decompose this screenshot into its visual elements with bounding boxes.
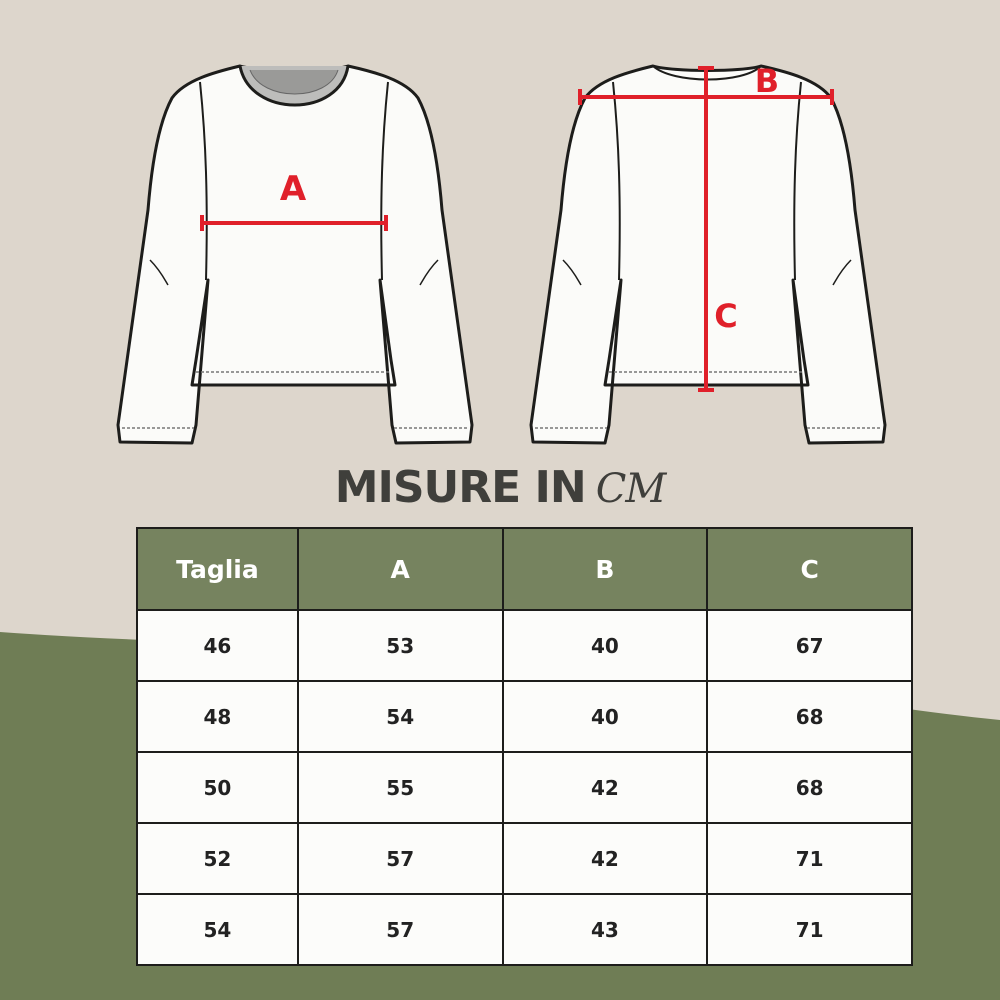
title-unit: CM	[595, 466, 667, 512]
front-shirt	[116, 64, 474, 445]
table-header-row: Taglia A B C	[136, 527, 913, 611]
label-b: B	[755, 62, 779, 100]
header-a: A	[296, 527, 504, 611]
table-row: 54 57 43 71	[136, 893, 913, 966]
cell-a: 53	[296, 609, 504, 682]
cell-size: 46	[136, 609, 299, 682]
cell-a: 57	[296, 822, 504, 895]
cell-b: 42	[501, 822, 709, 895]
measure-c	[698, 66, 714, 392]
cell-size: 52	[136, 822, 299, 895]
label-c: C	[714, 297, 737, 335]
cell-c: 68	[706, 751, 913, 824]
cell-b: 40	[501, 609, 709, 682]
cell-b: 42	[501, 751, 709, 824]
cell-b: 43	[501, 893, 709, 966]
table-row: 50 55 42 68	[136, 751, 913, 824]
cell-b: 40	[501, 680, 709, 753]
header-c: C	[706, 527, 913, 611]
header-taglia: Taglia	[136, 527, 299, 611]
label-a: A	[280, 169, 307, 209]
cell-c: 71	[706, 822, 913, 895]
cell-a: 57	[296, 893, 504, 966]
table-row: 52 57 42 71	[136, 822, 913, 895]
title-text: MISURE IN	[334, 462, 587, 513]
size-table: Taglia A B C 46 53 40 67 48 54 40 68 50 55 42 68 …	[136, 527, 913, 966]
cell-size: 48	[136, 680, 299, 753]
header-b: B	[501, 527, 709, 611]
table-row: 46 53 40 67	[136, 609, 913, 682]
cell-size: 50	[136, 751, 299, 824]
shirt-diagram: A B C	[116, 62, 887, 445]
cell-c: 68	[706, 680, 913, 753]
cell-a: 55	[296, 751, 504, 824]
measure-a	[200, 215, 388, 231]
cell-c: 71	[706, 893, 913, 966]
page-title: MISURE IN CM	[0, 462, 1000, 513]
cell-c: 67	[706, 609, 913, 682]
cell-size: 54	[136, 893, 299, 966]
cell-a: 54	[296, 680, 504, 753]
table-row: 48 54 40 68	[136, 680, 913, 753]
